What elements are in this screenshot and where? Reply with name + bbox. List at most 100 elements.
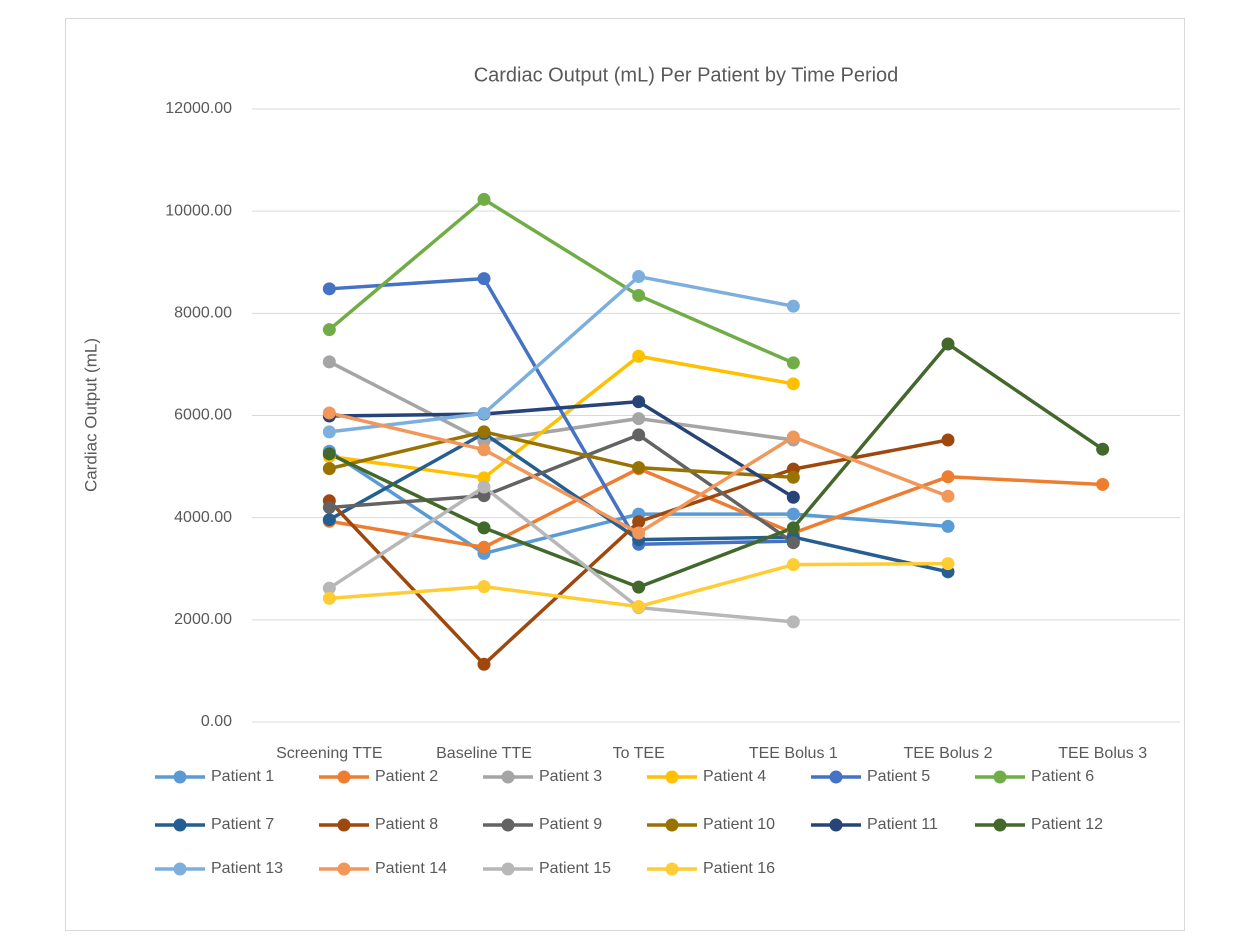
legend-marker (173, 770, 187, 784)
data-point (786, 377, 800, 391)
legend-marker (337, 818, 351, 832)
legend-label: Patient 11 (867, 816, 938, 833)
data-point (477, 406, 491, 420)
data-point (322, 500, 336, 514)
legend-marker (337, 862, 351, 876)
legend-marker (829, 818, 843, 832)
x-tick-label: TEE Bolus 1 (749, 745, 838, 762)
legend-marker (665, 818, 679, 832)
series-line (329, 399, 795, 499)
legend-marker (501, 818, 515, 832)
data-point (941, 519, 955, 533)
legend-label: Patient 5 (867, 768, 930, 785)
series-line (329, 433, 795, 545)
data-point (786, 356, 800, 370)
y-tick-label: 12000.00 (165, 100, 232, 117)
data-point (632, 580, 646, 594)
data-point (322, 323, 336, 337)
data-point (632, 428, 646, 442)
series-line (328, 197, 795, 365)
x-tick-label: Screening TTE (276, 745, 382, 762)
y-tick-label: 10000.00 (165, 202, 232, 219)
data-point (1096, 477, 1110, 491)
data-point (322, 591, 336, 605)
legend-label: Patient 3 (539, 768, 602, 785)
legend-label: Patient 7 (211, 816, 274, 833)
data-point (632, 349, 646, 363)
y-axis-label: Cardiac Output (mL) (81, 338, 100, 492)
data-point (941, 470, 955, 484)
data-point (786, 536, 800, 550)
legend-label: Patient 1 (211, 768, 274, 785)
legend-label: Patient 8 (375, 816, 438, 833)
series-line (329, 276, 794, 546)
series-line (328, 342, 1104, 589)
data-point (322, 282, 336, 296)
x-tick-label: TEE Bolus 3 (1058, 745, 1147, 762)
legend-marker (173, 818, 187, 832)
y-tick-label: 2000.00 (174, 611, 232, 628)
data-point (322, 462, 336, 476)
legend-marker (993, 818, 1007, 832)
legend-label: Patient 9 (539, 816, 602, 833)
legend-label: Patient 13 (211, 860, 283, 877)
data-point (786, 558, 800, 572)
x-tick-label: Baseline TTE (436, 745, 532, 762)
data-point (477, 540, 491, 554)
data-point (632, 526, 646, 540)
data-point (786, 299, 800, 313)
x-tick-label: To TEE (613, 745, 665, 762)
data-point (322, 406, 336, 420)
data-point (477, 521, 491, 535)
data-point (786, 470, 800, 484)
data-point (1096, 442, 1110, 456)
data-point (632, 288, 646, 302)
series-line (328, 360, 794, 443)
data-point (941, 557, 955, 571)
legend-marker (993, 770, 1007, 784)
data-point (477, 272, 491, 286)
data-point (632, 395, 646, 409)
y-tick-label: 4000.00 (174, 509, 232, 526)
series-line (329, 354, 794, 480)
data-point (786, 430, 800, 444)
y-tick-label: 8000.00 (174, 305, 232, 322)
legend-marker (337, 770, 351, 784)
data-point (632, 515, 646, 529)
series-line (329, 274, 794, 434)
legend-label: Patient 16 (703, 860, 775, 877)
legend-label: Patient 4 (703, 768, 766, 785)
data-point (786, 521, 800, 535)
legend-marker (501, 862, 515, 876)
legend-label: Patient 10 (703, 816, 775, 833)
data-point (322, 425, 336, 439)
series-line (329, 466, 1103, 550)
data-point (322, 581, 336, 595)
data-point (786, 507, 800, 521)
legend-label: Patient 15 (539, 860, 611, 877)
legend-marker (665, 862, 679, 876)
data-point (941, 489, 955, 503)
data-point (477, 480, 491, 494)
y-tick-label: 6000.00 (174, 407, 232, 424)
legend-marker (501, 770, 515, 784)
legend-marker (829, 770, 843, 784)
chart-title: Cardiac Output (mL) Per Patient by Time … (474, 64, 899, 86)
y-tick-label: 0.00 (201, 713, 232, 730)
series-line (328, 430, 794, 480)
data-point (786, 490, 800, 504)
data-point (322, 447, 336, 461)
legend-label: Patient 6 (1031, 768, 1094, 785)
data-point (632, 461, 646, 475)
data-point (632, 600, 646, 614)
data-point (632, 412, 646, 426)
data-point (322, 513, 336, 527)
data-point (477, 443, 491, 457)
legend-label: Patient 14 (375, 860, 447, 877)
data-point (632, 270, 646, 284)
series-line (328, 485, 794, 624)
x-tick-label: TEE Bolus 2 (904, 745, 993, 762)
data-point (477, 580, 491, 594)
